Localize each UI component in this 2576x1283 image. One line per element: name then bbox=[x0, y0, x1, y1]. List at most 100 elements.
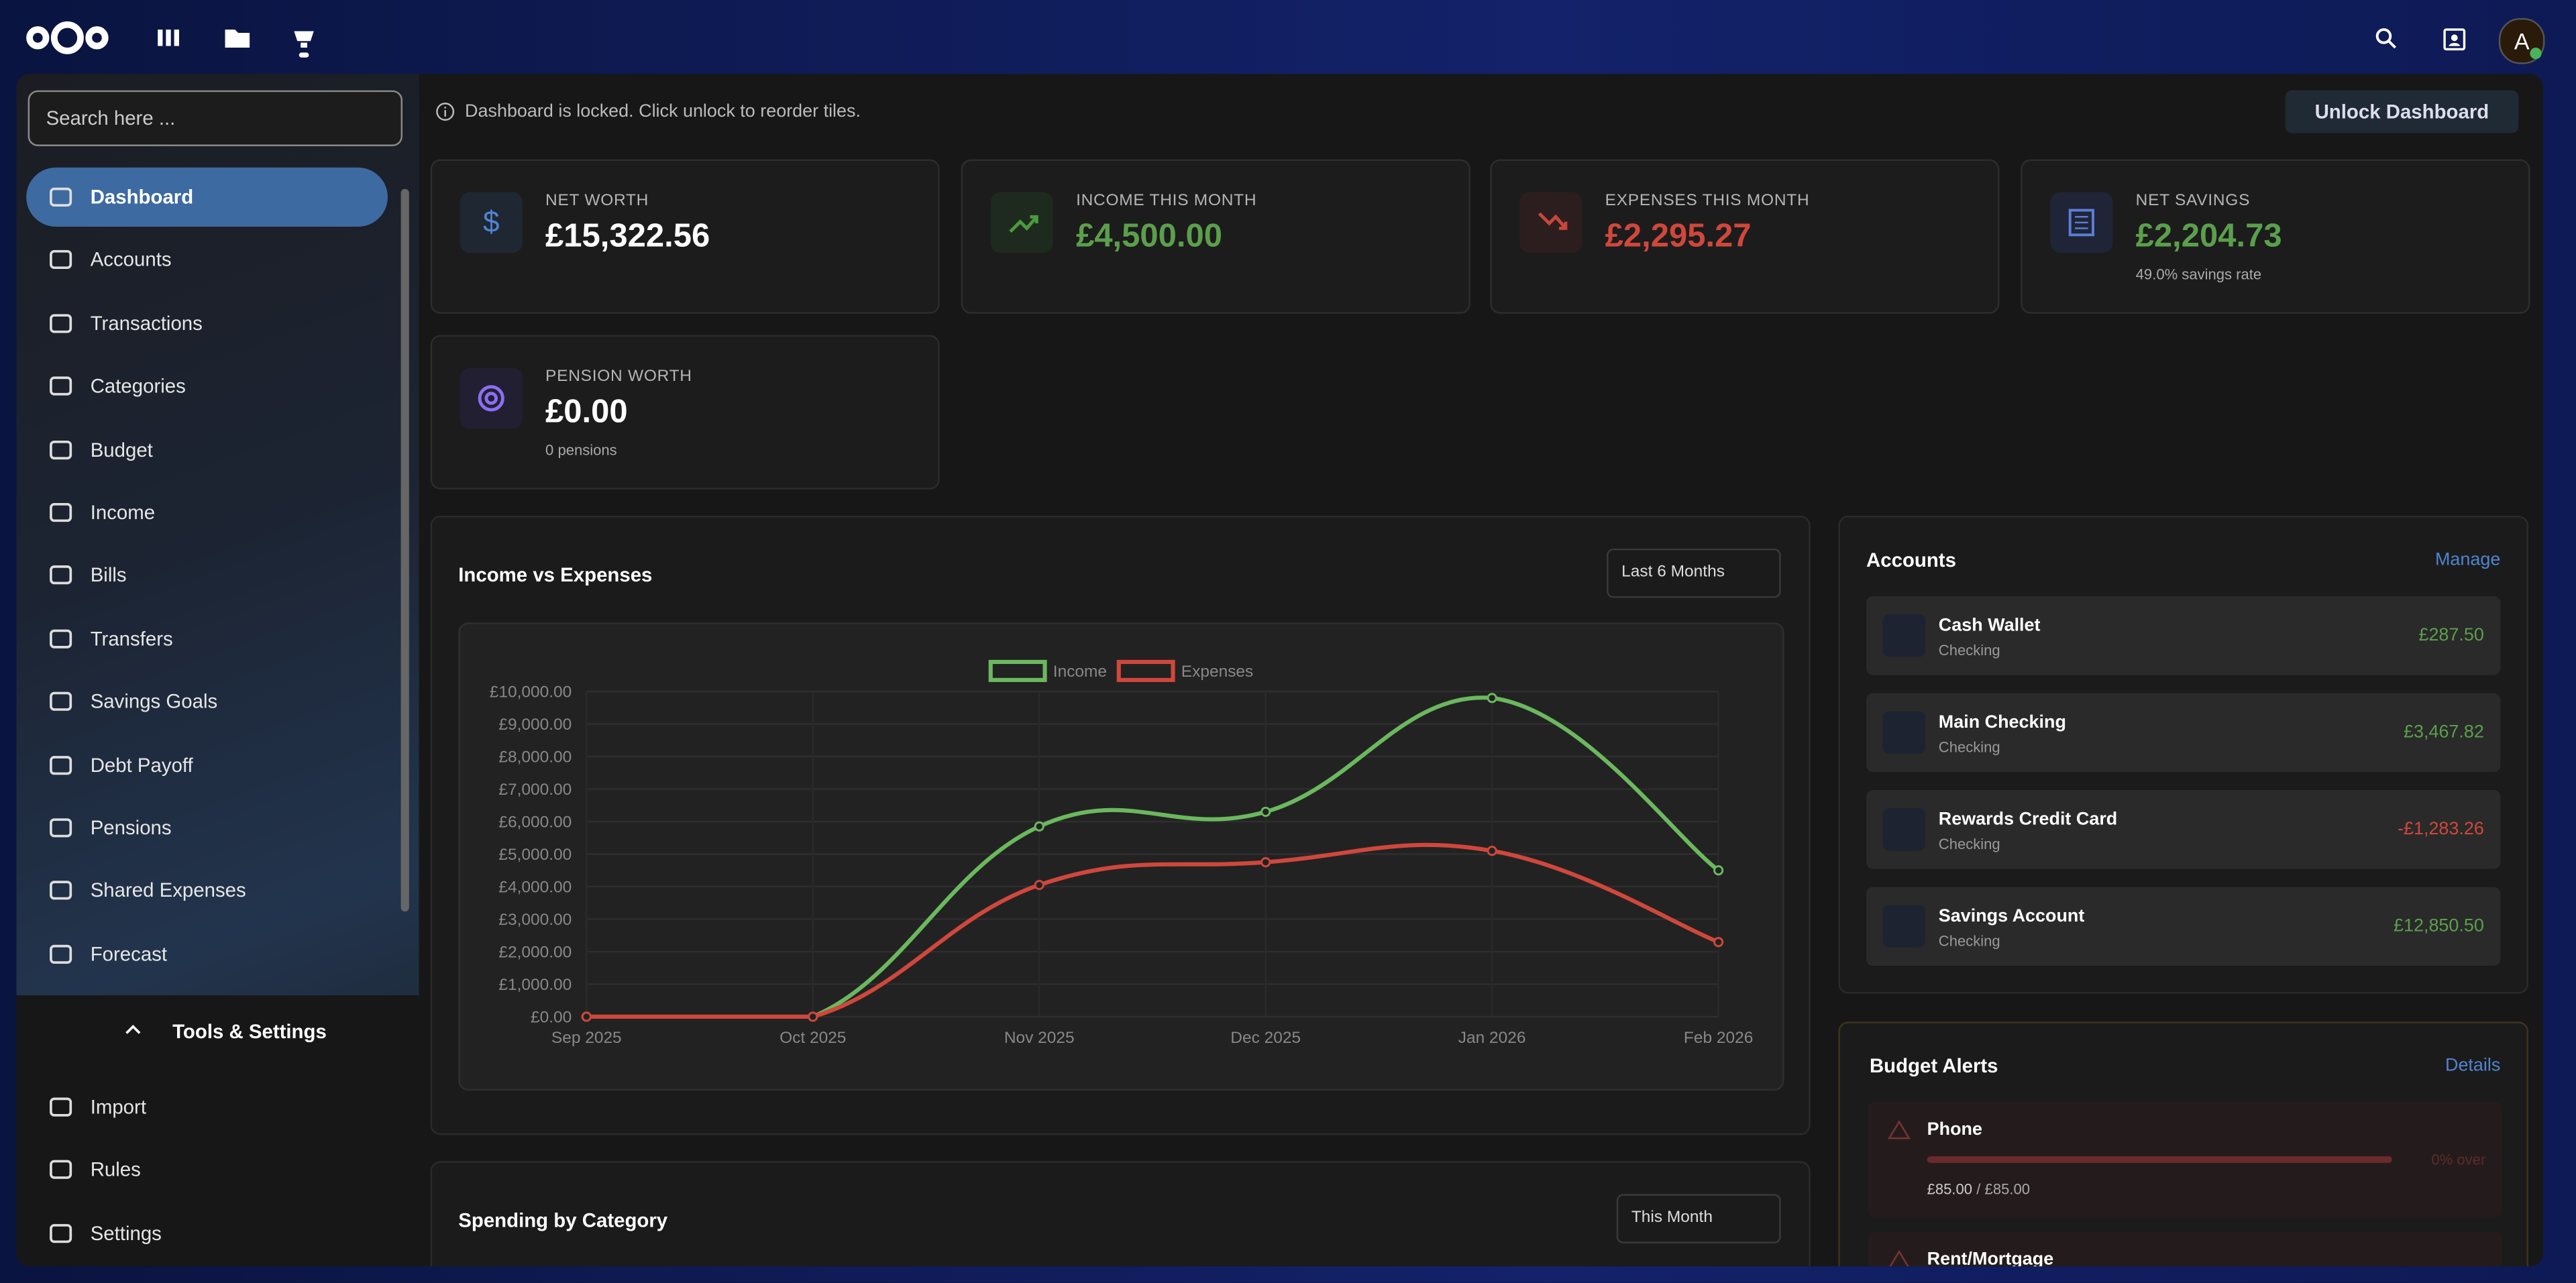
y-tick-label: £2,000.00 bbox=[498, 944, 572, 962]
tool-item[interactable]: Settings bbox=[26, 1204, 388, 1263]
details-link[interactable]: Details bbox=[2445, 1056, 2501, 1076]
warning-icon bbox=[1888, 1120, 1911, 1139]
account-item[interactable]: Savings Account Checking £12,850.50 bbox=[1866, 887, 2501, 966]
nav-item[interactable]: Categories bbox=[26, 357, 388, 416]
icon-shape bbox=[50, 881, 72, 901]
contacts-icon[interactable] bbox=[2443, 26, 2466, 51]
lock-notice: Dashboard is locked. Click unlock to reo… bbox=[465, 101, 861, 122]
spent: £85.00 bbox=[1927, 1180, 1973, 1198]
data-point bbox=[1034, 821, 1044, 832]
nav-label: Bills bbox=[90, 563, 127, 588]
card-icon bbox=[1519, 192, 1582, 254]
logo[interactable] bbox=[23, 18, 111, 58]
apps-icon[interactable] bbox=[158, 28, 180, 48]
y-tick-label: £1,000.00 bbox=[498, 976, 572, 994]
sidebar: Search here ... Dashboard Accounts Transac… bbox=[16, 74, 419, 1267]
account-icon bbox=[1882, 807, 1926, 851]
nav-item[interactable]: Dashboard bbox=[26, 167, 388, 227]
legend-label: Income bbox=[1053, 663, 1107, 681]
nav-icon bbox=[50, 376, 72, 396]
tool-label: Rules bbox=[90, 1158, 141, 1182]
icon-shape bbox=[50, 439, 72, 459]
nav-icon bbox=[50, 944, 72, 964]
nav-icon bbox=[50, 503, 72, 522]
card-label: EXPENSES THIS MONTH bbox=[1605, 192, 1810, 211]
card-icon bbox=[990, 192, 1053, 254]
line-chart: £0.00 £1,000.00 £2,000.00 £3,000.00 £4,000.0… bbox=[490, 659, 1753, 1047]
tools-area: Tools & Settings Import Rules Settings bbox=[16, 995, 419, 1267]
period-select[interactable]: This Month bbox=[1616, 1194, 1781, 1243]
account-balance: £12,850.50 bbox=[2394, 916, 2484, 936]
data-point bbox=[1487, 693, 1497, 704]
search-icon[interactable] bbox=[2375, 28, 2397, 50]
y-tick-label: £7,000.00 bbox=[498, 781, 572, 799]
nav-item[interactable]: Budget bbox=[26, 420, 388, 479]
budget: £85.00 bbox=[1984, 1180, 2030, 1198]
panel-title: Accounts bbox=[1866, 548, 1956, 572]
tool-label: Import bbox=[90, 1095, 146, 1119]
warning-icon bbox=[1889, 1249, 1909, 1267]
y-tick-label: £0.00 bbox=[531, 1008, 572, 1026]
icon-shape bbox=[50, 755, 72, 775]
alert-name: Phone bbox=[1927, 1120, 1983, 1140]
y-tick-label: £5,000.00 bbox=[498, 846, 572, 864]
search-input[interactable]: Search here ... bbox=[28, 90, 403, 146]
nav-item[interactable]: Bills bbox=[26, 546, 388, 605]
budget-app-icon[interactable] bbox=[290, 25, 317, 61]
series-line bbox=[586, 695, 1720, 1019]
nav-item[interactable]: Income bbox=[26, 483, 388, 542]
spending-panel: Spending by Category This Month bbox=[430, 1161, 1811, 1267]
card-icon bbox=[2050, 192, 2113, 254]
nav-label: Debt Payoff bbox=[90, 753, 193, 777]
card-icon: $ bbox=[460, 192, 523, 254]
nav-item[interactable]: Accounts bbox=[26, 231, 388, 290]
svg-text:$: $ bbox=[483, 205, 500, 238]
y-tick-label: £10,000.00 bbox=[490, 683, 572, 702]
x-tick-label: Dec 2025 bbox=[1230, 1029, 1301, 1047]
account-name: Rewards Credit Card bbox=[1938, 810, 2118, 830]
account-item[interactable]: Cash Wallet Checking £287.50 bbox=[1866, 596, 2501, 675]
chart-box: £0.00 £1,000.00 £2,000.00 £3,000.00 £4,000.0… bbox=[458, 622, 1784, 1091]
icon-shape bbox=[50, 1160, 72, 1180]
status-dot bbox=[2530, 48, 2542, 60]
account-item[interactable]: Rewards Credit Card Checking -£1,283.26 bbox=[1866, 789, 2501, 869]
legend-swatch bbox=[988, 659, 1047, 682]
icon-shape bbox=[50, 503, 72, 522]
nav-item[interactable]: Transactions bbox=[26, 294, 388, 353]
info-icon bbox=[436, 103, 455, 121]
account-item[interactable]: Main Checking Checking £3,467.82 bbox=[1866, 693, 2501, 773]
y-tick-label: £6,000.00 bbox=[498, 814, 572, 832]
nav-icon bbox=[50, 881, 72, 901]
nav-item[interactable]: Debt Payoff bbox=[26, 735, 388, 794]
tool-item[interactable]: Rules bbox=[26, 1141, 388, 1200]
accounts-panel: Accounts Manage Cash Wallet Checking £287.… bbox=[1838, 515, 2528, 994]
nav-icon bbox=[50, 755, 72, 775]
data-point bbox=[1034, 879, 1044, 891]
nav-item[interactable]: Savings Goals bbox=[26, 672, 388, 731]
icon-shape bbox=[50, 818, 72, 838]
nav-label: Transfers bbox=[90, 627, 173, 651]
nav-item[interactable]: Shared Expenses bbox=[26, 861, 388, 920]
tools-title[interactable]: Tools & Settings bbox=[172, 1019, 327, 1044]
unlock-button[interactable]: Unlock Dashboard bbox=[2285, 90, 2519, 133]
period-select[interactable]: Last 6 Months bbox=[1607, 548, 1781, 598]
account-icon bbox=[1882, 614, 1926, 657]
tool-item[interactable]: Import bbox=[26, 1078, 388, 1137]
panel-title: Spending by Category bbox=[458, 1209, 668, 1232]
account-name: Savings Account bbox=[1938, 906, 2085, 927]
nav-item[interactable]: Transfers bbox=[26, 609, 388, 668]
nav-icon bbox=[50, 818, 72, 838]
nav-label: Dashboard bbox=[90, 185, 194, 209]
nav-item[interactable]: Forecast bbox=[26, 924, 388, 983]
nav-icon bbox=[50, 1097, 72, 1117]
nav-item[interactable]: Pensions bbox=[26, 798, 388, 857]
files-icon[interactable] bbox=[225, 28, 250, 48]
nav-icon bbox=[50, 439, 72, 459]
panel-title: Budget Alerts bbox=[1869, 1054, 1998, 1078]
account-type: Checking bbox=[1938, 933, 2000, 950]
card-label: INCOME THIS MONTH bbox=[1076, 192, 1257, 211]
icon-shape bbox=[50, 944, 72, 964]
manage-link[interactable]: Manage bbox=[2434, 550, 2501, 570]
y-tick-label: £8,000.00 bbox=[498, 748, 572, 767]
